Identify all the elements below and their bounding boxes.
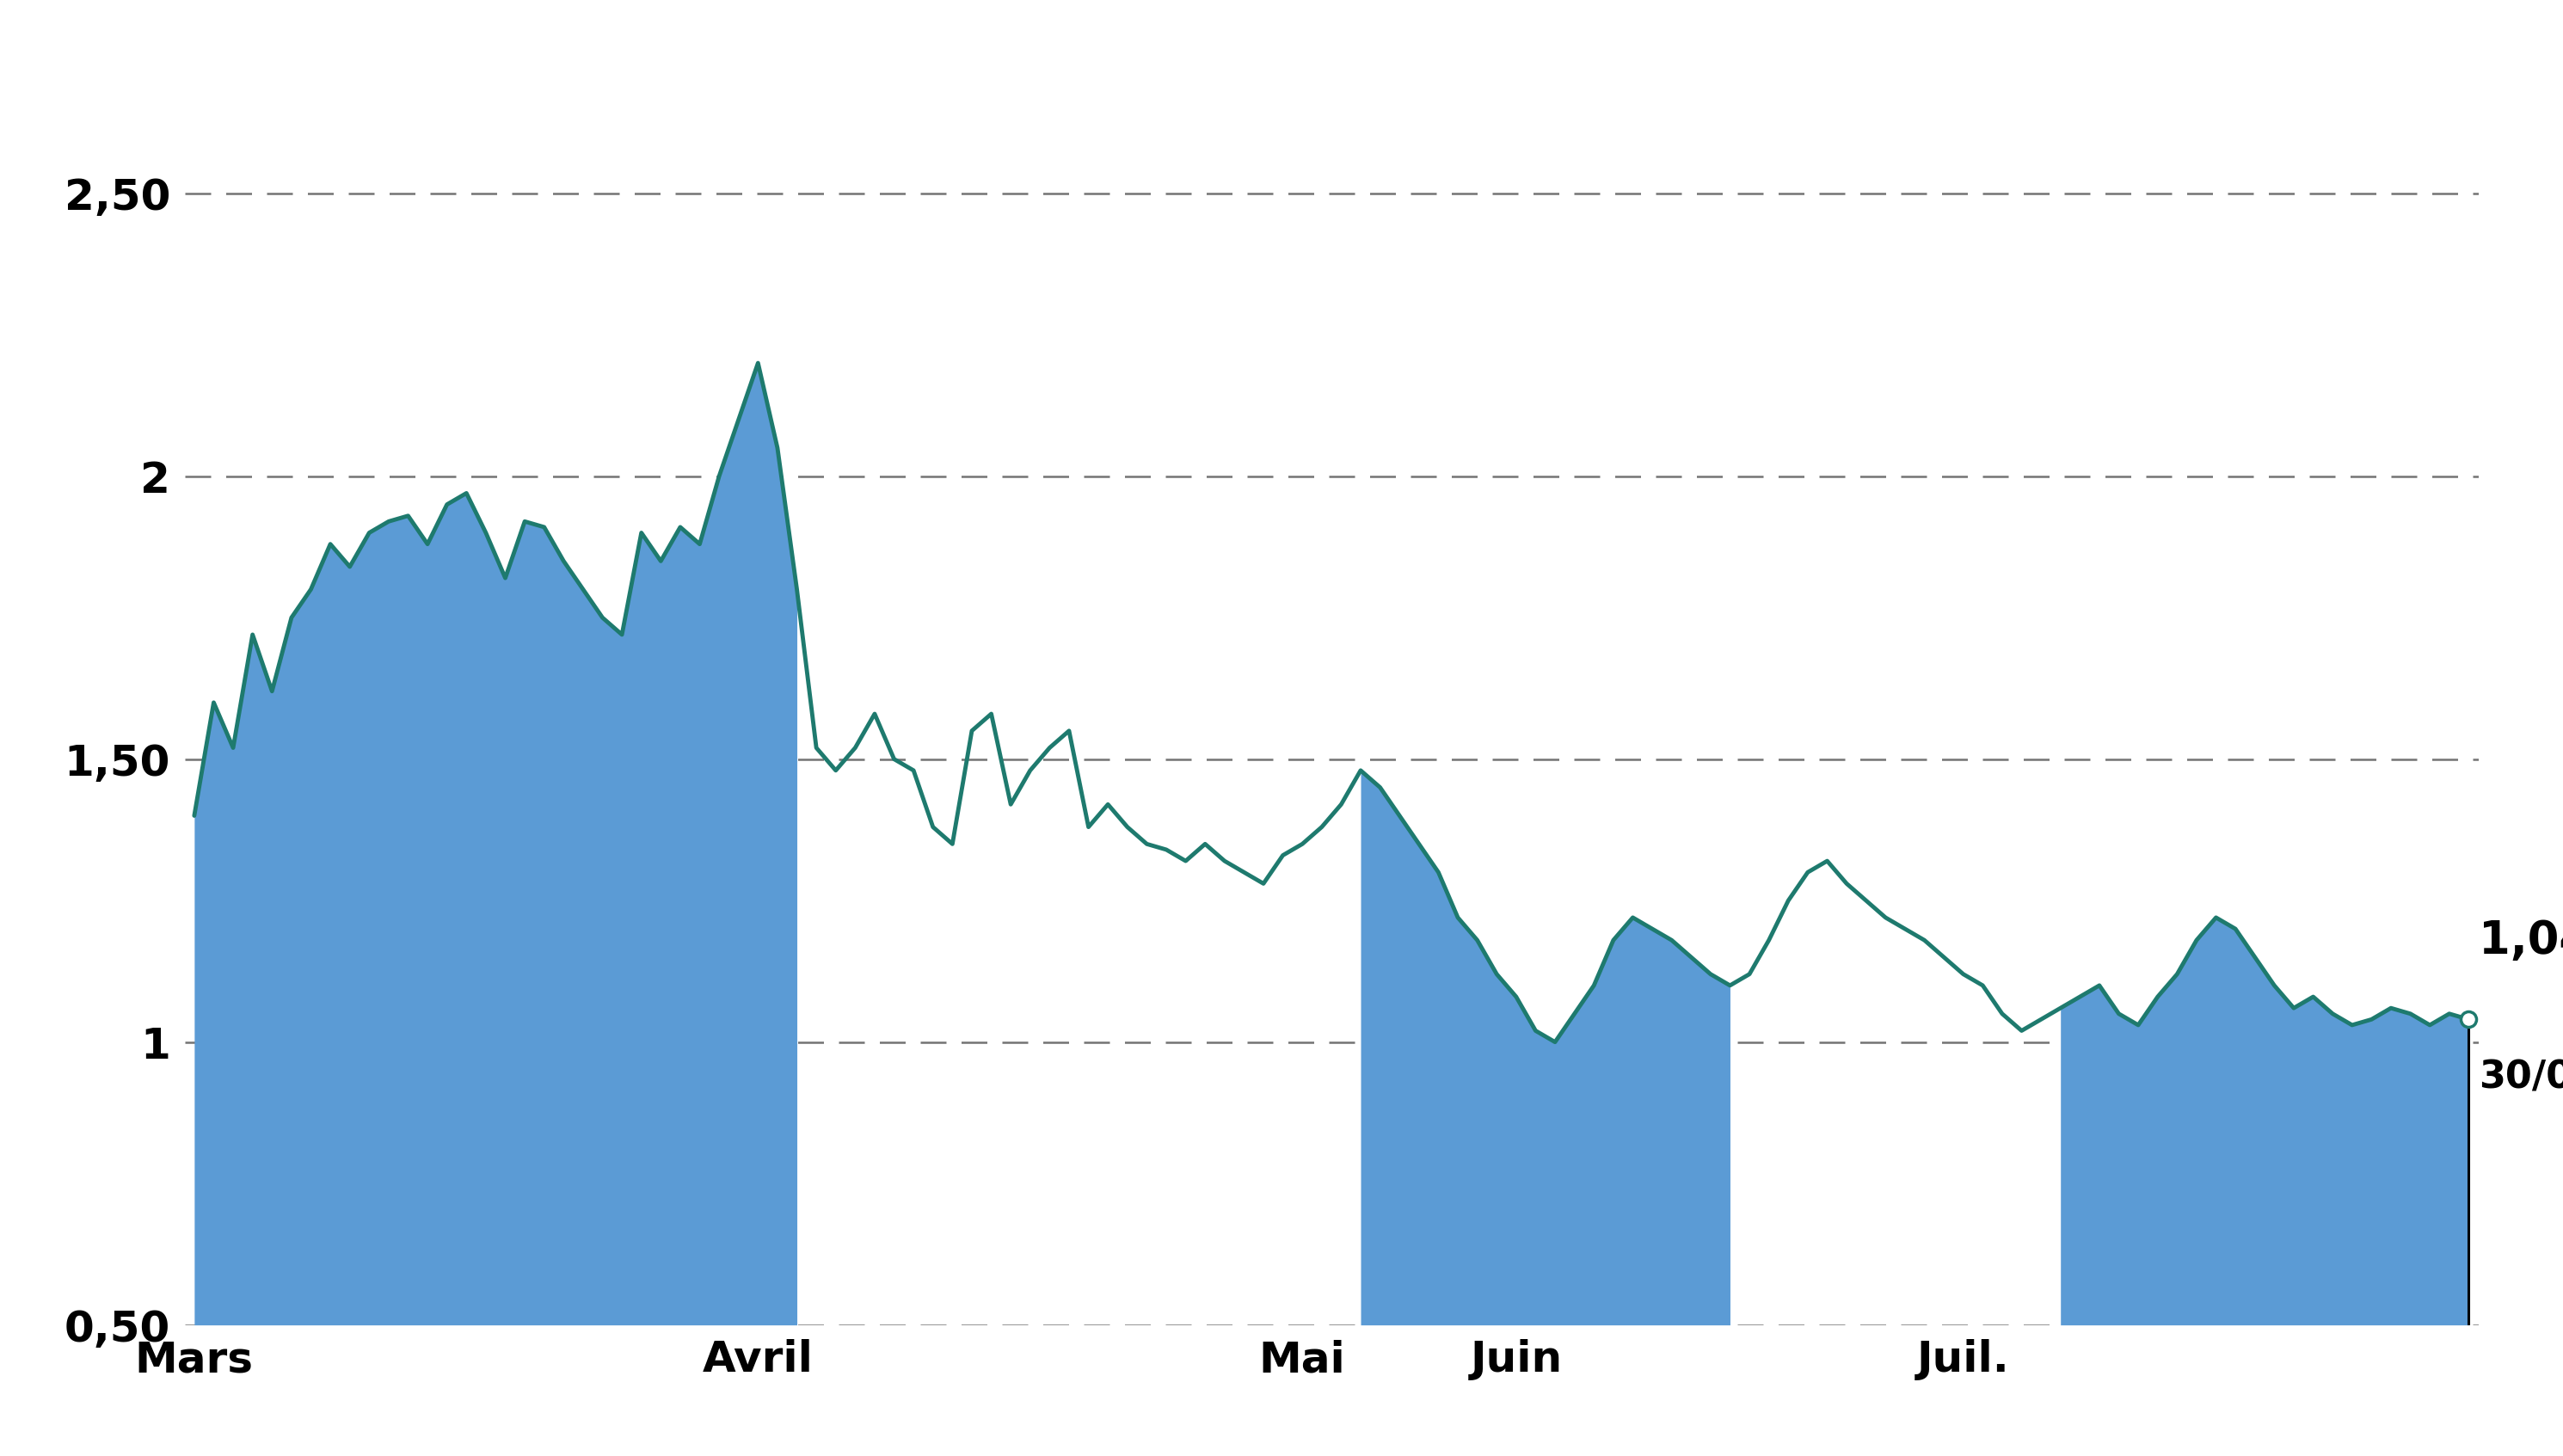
Text: Engine Gaming and Media, Inc.: Engine Gaming and Media, Inc. xyxy=(677,31,1886,98)
Text: 30/08: 30/08 xyxy=(2478,1059,2563,1096)
Text: 1,04: 1,04 xyxy=(2478,919,2563,962)
